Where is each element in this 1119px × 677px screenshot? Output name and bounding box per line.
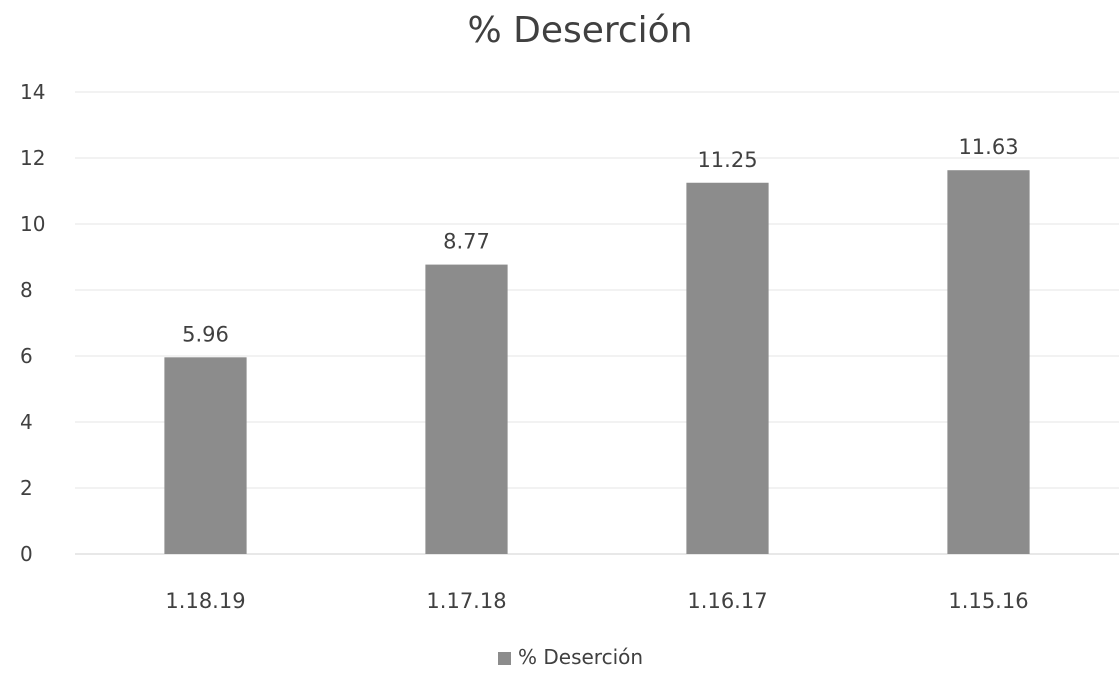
y-tick-label: 6 — [20, 344, 33, 368]
bar — [425, 264, 508, 554]
x-tick-label: 1.15.16 — [948, 589, 1028, 613]
data-label: 11.25 — [697, 148, 757, 172]
x-tick-label: 1.17.18 — [426, 589, 506, 613]
data-labels: 5.96 8.77 11.25 11.63 — [182, 135, 1018, 346]
y-tick-label: 12 — [20, 146, 45, 170]
bar — [686, 182, 769, 554]
y-tick-label: 10 — [20, 212, 45, 236]
legend: % Deserción — [498, 645, 643, 669]
bar — [947, 170, 1030, 554]
data-label: 5.96 — [182, 322, 229, 346]
y-tick-label: 14 — [20, 80, 45, 104]
gridlines — [75, 91, 1119, 555]
x-axis-tick-labels: 1.18.19 1.17.18 1.16.17 1.15.16 — [165, 589, 1028, 613]
x-tick-label: 1.16.17 — [687, 589, 767, 613]
y-tick-label: 2 — [20, 476, 33, 500]
y-tick-label: 4 — [20, 410, 33, 434]
data-label: 8.77 — [443, 230, 490, 254]
legend-swatch — [498, 652, 511, 665]
legend-label: % Deserción — [518, 645, 643, 669]
y-tick-label: 0 — [20, 542, 33, 566]
bars — [164, 170, 1030, 554]
y-axis-tick-labels: 0 2 4 6 8 10 12 14 — [20, 80, 45, 566]
y-tick-label: 8 — [20, 278, 33, 302]
bar — [164, 357, 247, 554]
data-label: 11.63 — [958, 135, 1018, 159]
chart-title: % Deserción — [467, 10, 692, 51]
x-tick-label: 1.18.19 — [165, 589, 245, 613]
